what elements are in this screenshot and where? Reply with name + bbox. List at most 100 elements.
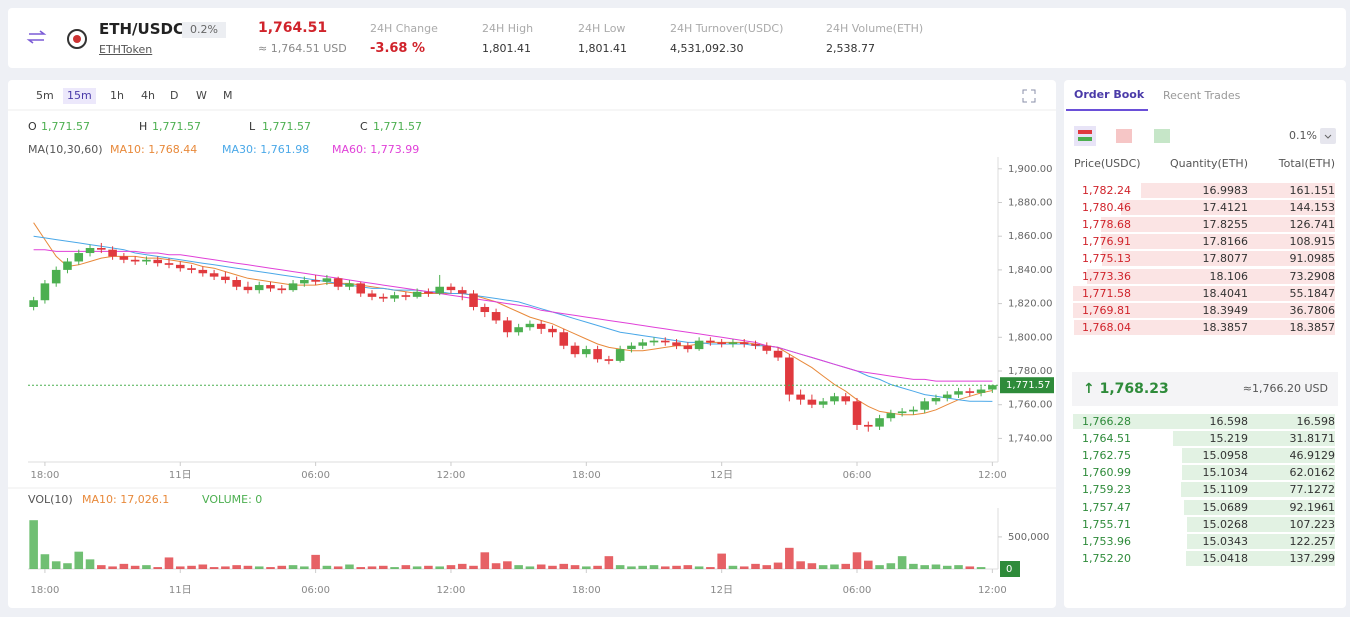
fullscreen-icon[interactable]: [1022, 89, 1036, 103]
ma-legend: MA60: 1,773.99: [332, 143, 420, 156]
volume-tag: [1000, 561, 1020, 577]
candle-body: [345, 283, 354, 287]
y-tick-label: 1,780.00: [1008, 366, 1053, 377]
ob-qty: 15.0343: [1202, 534, 1249, 548]
ob-tab[interactable]: Order Book: [1074, 88, 1145, 101]
candle-body: [175, 264, 185, 269]
volume-bar: [818, 565, 828, 569]
x-tick-label: 06:00: [843, 585, 872, 596]
header: [8, 8, 1346, 68]
ohlc-key: L: [249, 120, 256, 133]
token-name[interactable]: ETHToken: [99, 43, 153, 56]
candle-body: [942, 394, 952, 398]
candle-body: [751, 344, 760, 346]
interval-tab[interactable]: 5m: [36, 89, 54, 102]
ma-legend: MA30: 1,761.98: [222, 143, 310, 156]
volume-bar: [942, 565, 952, 569]
interval-tab[interactable]: 15m: [63, 88, 96, 104]
tab-underline: [1066, 109, 1148, 111]
interval-tab[interactable]: 1h: [110, 89, 124, 102]
candle-body: [288, 283, 298, 291]
chart-card: [8, 80, 1056, 608]
depth-bar: [1184, 499, 1335, 515]
candle-body: [209, 273, 219, 277]
volume-bar: [480, 552, 490, 569]
x-tick-label: 11日: [169, 470, 192, 481]
candle-body: [807, 399, 817, 405]
ob-total: 18.3857: [1289, 320, 1336, 334]
ma-line: [33, 249, 993, 382]
volume-bar: [108, 566, 117, 569]
volume-bar: [243, 565, 253, 569]
precision-dropdown[interactable]: [1320, 128, 1336, 144]
candle-body: [593, 349, 602, 360]
candle-body: [333, 278, 343, 287]
candle-body: [300, 280, 309, 284]
depth-bar: [1101, 251, 1335, 267]
ob-qty: 17.8166: [1202, 235, 1249, 249]
ob-total: 126.741: [1289, 218, 1336, 232]
candle-body: [965, 391, 975, 393]
ob-price: 1,769.81: [1082, 303, 1131, 317]
volume-bar: [909, 563, 918, 569]
ob-total: 92.1961: [1289, 500, 1336, 514]
candle-body: [818, 401, 828, 405]
ob-total: 36.7806: [1289, 303, 1336, 317]
chart: 1,740.00 1,760.00 1,780.00 1,800.00 1,820.00…: [8, 109, 1056, 596]
candle-body: [390, 295, 399, 299]
ob-qty: 15.219: [1209, 432, 1249, 446]
volume-bar: [469, 565, 478, 569]
vol-title: VOL(10): [28, 493, 73, 506]
volume-bar: [807, 563, 817, 569]
candle-body: [909, 409, 918, 412]
interval-tab[interactable]: D: [170, 89, 179, 102]
depth-bar: [1121, 200, 1335, 216]
ob-qty: 15.0418: [1202, 551, 1249, 565]
x-tick-label: 06:00: [301, 585, 330, 596]
volume-bar: [954, 565, 963, 569]
swap-icon[interactable]: [26, 28, 48, 46]
stat-value: 2,538.77: [826, 42, 875, 55]
volume-bar: [627, 566, 636, 569]
vol-ma: MA10: 17,026.1: [82, 493, 170, 506]
ob-price: 1,776.91: [1082, 235, 1131, 249]
ob-total: 107.223: [1289, 517, 1336, 531]
candle-body: [514, 327, 523, 333]
ob-total: 16.598: [1296, 415, 1336, 428]
candle-body: [830, 396, 839, 402]
candle-body: [548, 328, 557, 333]
depth-mode-icons[interactable]: [1074, 126, 1174, 146]
candle-body: [153, 259, 162, 264]
candle-body: [976, 389, 986, 393]
candle-body: [920, 401, 929, 410]
ob-tab[interactable]: Recent Trades: [1163, 89, 1241, 102]
ob-col: Quantity(ETH): [1169, 157, 1248, 170]
x-tick-label: 12:00: [437, 470, 466, 481]
volume-bar: [649, 565, 659, 569]
ob-price: 1,752.20: [1082, 551, 1131, 565]
stat-label: 24H Volume(ETH): [826, 22, 924, 35]
volume-bar: [536, 564, 546, 569]
candle-body: [706, 340, 715, 343]
ob-col: Price(USDC): [1074, 157, 1141, 170]
ohlc-value: 1,771.57: [41, 120, 90, 133]
volume-bar: [672, 565, 681, 569]
volume-bar: [920, 565, 929, 569]
interval-tab[interactable]: 4h: [141, 89, 155, 102]
interval-tab[interactable]: M: [223, 89, 233, 102]
volume-bar: [785, 547, 794, 569]
y-tick-label: 500,000: [1008, 532, 1049, 543]
mid-price: ↑ 1,768.23: [1083, 381, 1169, 397]
volume-bar: [187, 565, 196, 569]
ob-qty: 15.1109: [1202, 483, 1249, 497]
volume-bar: [706, 567, 715, 569]
y-tick-label: 1,900.00: [1008, 164, 1053, 175]
volume-bar: [965, 566, 975, 569]
candle-body: [525, 323, 535, 328]
x-tick-label: 18:00: [31, 470, 60, 481]
interval-tab[interactable]: W: [196, 89, 207, 102]
ob-qty: 15.1034: [1202, 466, 1249, 480]
candle-body: [311, 280, 320, 282]
fee-badge: 0.2%: [182, 22, 226, 38]
ma-line: [33, 222, 993, 416]
